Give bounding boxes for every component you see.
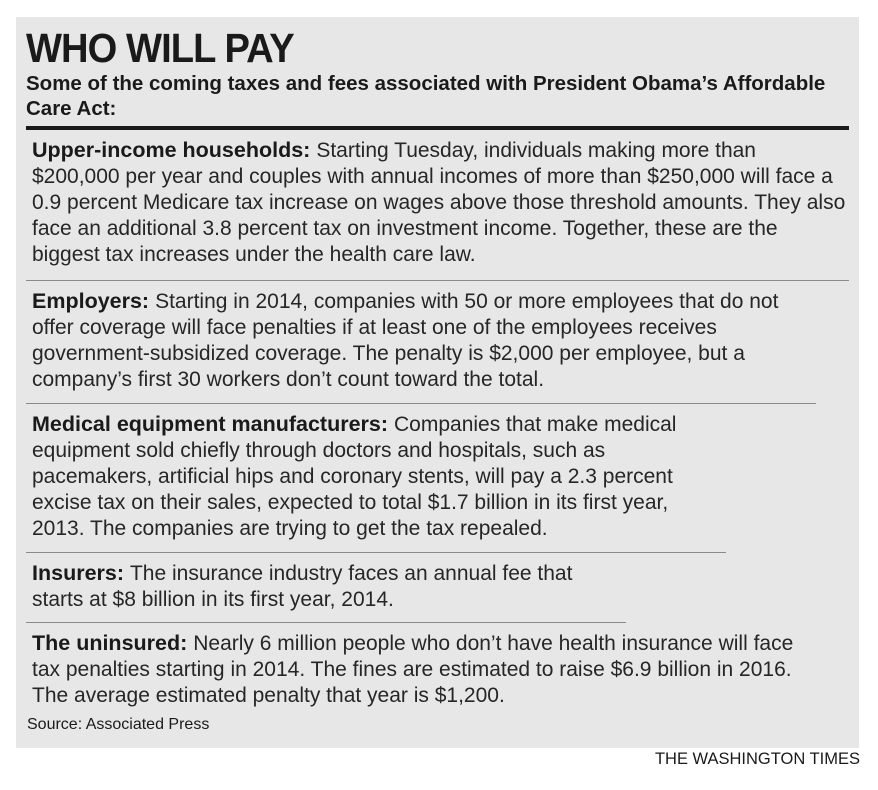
header-rule — [26, 126, 849, 130]
entry-text: Companies that make medical equipment so… — [32, 413, 677, 540]
entry-lead: The uninsured: — [32, 631, 194, 655]
entry-text: Starting in 2014, companies with 50 or m… — [32, 290, 779, 391]
entry-lead: Medical equipment manufacturers: — [32, 412, 394, 436]
publisher-credit: THE WASHINGTON TIMES — [654, 750, 860, 768]
entry-list: Upper-income households: Starting Tuesda… — [26, 130, 849, 718]
entry-text: Nearly 6 million people who don’t have h… — [32, 632, 794, 707]
entry-insurers: Insurers: The insurance industry faces a… — [26, 553, 626, 623]
source-note: Source: Associated Press — [27, 716, 210, 733]
entry-the-uninsured: The uninsured: Nearly 6 million people w… — [26, 623, 816, 718]
entry-upper-income-households: Upper-income households: Starting Tuesda… — [26, 130, 849, 281]
entry-lead: Upper-income households: — [32, 138, 317, 162]
entry-lead: Employers: — [32, 289, 156, 313]
entry-lead: Insurers: — [32, 561, 130, 585]
graphic-subtitle: Some of the coming taxes and fees associ… — [26, 72, 826, 120]
entry-employers: Employers: Starting in 2014, companies w… — [26, 281, 816, 404]
entry-medical-equipment-manufacturers: Medical equipment manufacturers: Compani… — [26, 404, 726, 553]
graphic-title: WHO WILL PAY — [26, 25, 295, 71]
entry-text: Starting Tuesday, individuals making mor… — [32, 139, 846, 266]
entry-text: The insurance industry faces an annual f… — [32, 562, 573, 611]
info-panel — [16, 17, 859, 748]
